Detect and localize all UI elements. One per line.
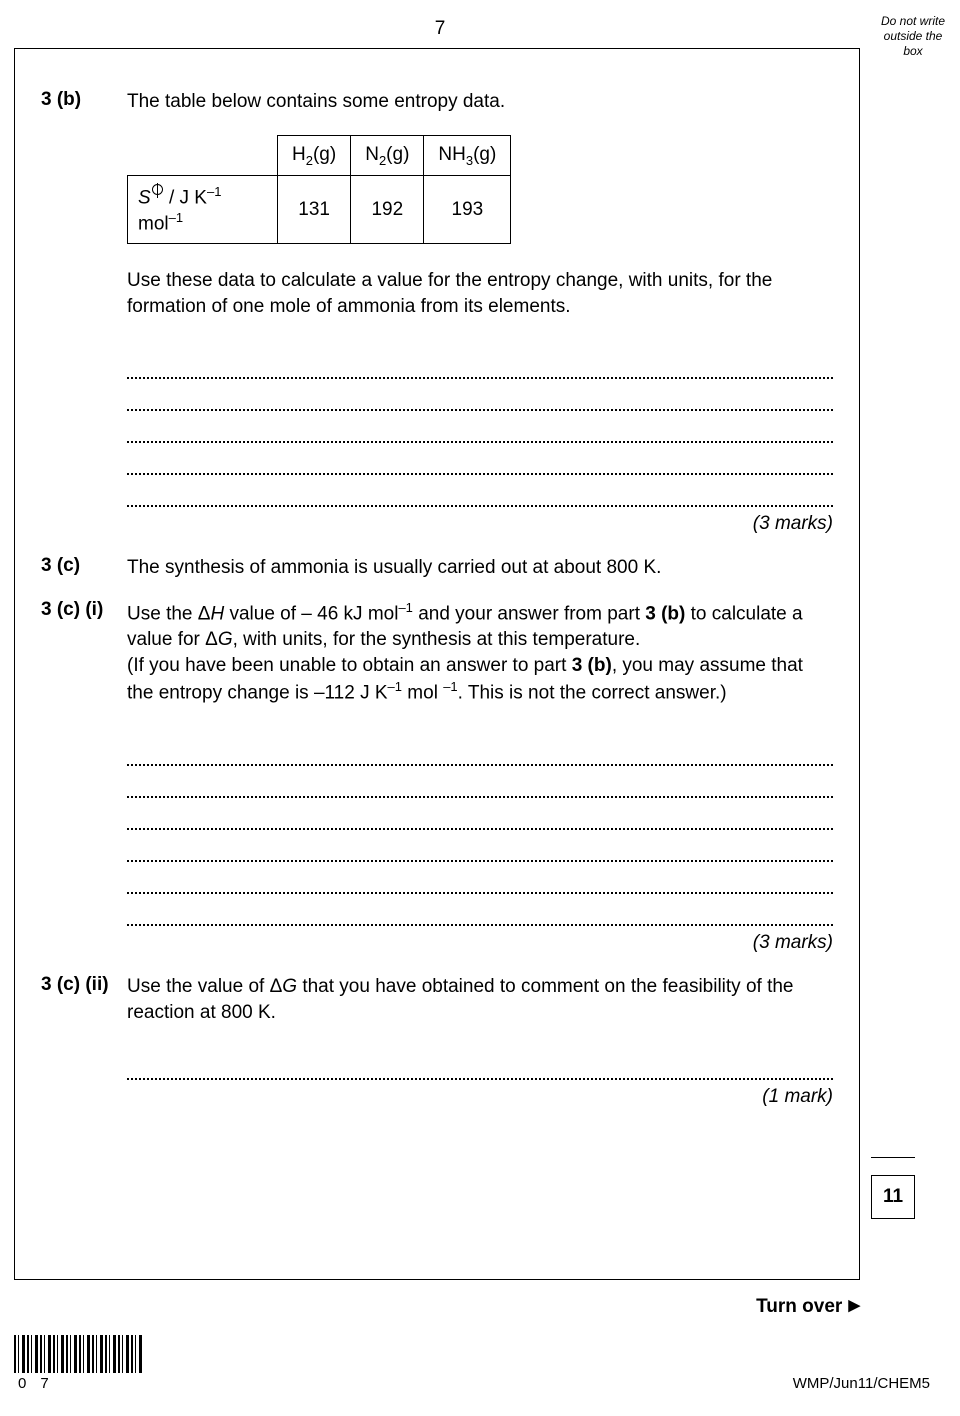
q3b-instruction-row: Use these data to calculate a value for … (41, 268, 833, 319)
standard-state-icon (152, 184, 163, 195)
entropy-table: H2(g) N2(g) NH3(g) S / J K–1 mol–1 131 1… (127, 135, 511, 244)
margin-note: Do not write outside the box (876, 14, 950, 59)
question-content-box: 3 (b) The table below contains some entr… (14, 48, 860, 1280)
q3cii-text: Use the value of ΔG that you have obtain… (127, 974, 833, 1025)
q3b-marks: (3 marks) (127, 513, 833, 535)
q3c-number: 3 (c) (41, 555, 127, 577)
q3cii-number: 3 (c) (ii) (41, 974, 127, 996)
q3b-row: 3 (b) The table below contains some entr… (41, 89, 833, 115)
q3ci-answer-lines[interactable] (127, 734, 833, 926)
q3c-text: The synthesis of ammonia is usually carr… (127, 555, 833, 581)
q3b-number: 3 (b) (41, 89, 127, 111)
table-header-h2: H2(g) (278, 135, 351, 176)
table-value-nh3: 193 (424, 176, 511, 244)
table-header-n2: N2(g) (351, 135, 424, 176)
turn-over: Turn over ▶ (756, 1296, 860, 1318)
footer-code: WMP/Jun11/CHEM5 (793, 1375, 930, 1392)
barcode-text: 07 (18, 1375, 144, 1392)
arrow-right-icon: ▶ (844, 1297, 860, 1314)
entropy-table-wrap: H2(g) N2(g) NH3(g) S / J K–1 mol–1 131 1… (127, 135, 833, 244)
total-marks-box-wrap: 11 (871, 1157, 915, 1219)
q3cii-row: 3 (c) (ii) Use the value of ΔG that you … (41, 974, 833, 1025)
table-value-h2: 131 (278, 176, 351, 244)
q3ci-number: 3 (c) (i) (41, 599, 127, 621)
q3b-intro: The table below contains some entropy da… (127, 89, 833, 115)
table-row-label: S / J K–1 mol–1 (128, 176, 278, 244)
q3ci-text: Use the ΔH value of – 46 kJ mol–1 and yo… (127, 599, 833, 706)
page-number: 7 (0, 18, 880, 40)
q3cii-marks: (1 mark) (127, 1086, 833, 1108)
q3b-instruction: Use these data to calculate a value for … (127, 268, 833, 319)
table-blank-cell (128, 135, 278, 176)
table-header-nh3: NH3(g) (424, 135, 511, 176)
barcode: 07 (14, 1335, 144, 1392)
q3c-row: 3 (c) The synthesis of ammonia is usuall… (41, 555, 833, 581)
q3cii-answer-lines[interactable] (127, 1048, 833, 1080)
barcode-stripes-icon (14, 1335, 144, 1373)
q3ci-row: 3 (c) (i) Use the ΔH value of – 46 kJ mo… (41, 599, 833, 706)
q3ci-marks: (3 marks) (127, 932, 833, 954)
total-marks-box: 11 (871, 1175, 915, 1219)
q3b-answer-lines[interactable] (127, 347, 833, 507)
table-value-n2: 192 (351, 176, 424, 244)
